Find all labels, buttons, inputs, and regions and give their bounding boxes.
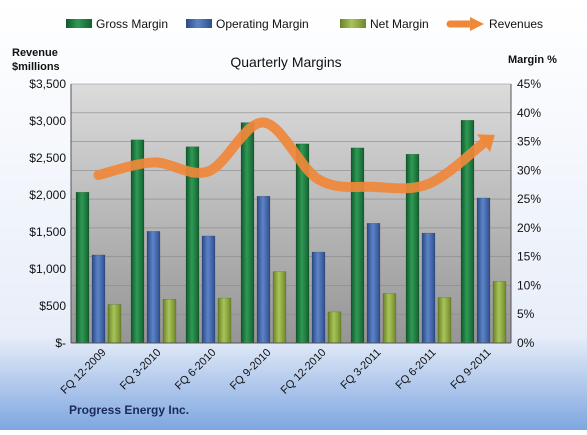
operating-margin-bar [202,236,215,343]
right-tick-label: 25% [517,192,541,206]
operating-margin-bar [477,198,490,343]
operating-margin-bar [147,231,160,343]
net-margin-bar [218,298,231,343]
operating-margin-bar [257,196,270,343]
right-tick-label: 30% [517,163,541,177]
legend-swatch-net-margin [340,19,366,28]
right-tick-label: 35% [517,135,541,149]
operating-margin-bar [367,223,380,343]
legend-swatch-gross-margin [66,19,92,28]
operating-margin-bar [422,233,435,343]
right-tick-label: 10% [517,278,541,292]
legend-swatch-operating-margin [186,19,212,28]
gross-margin-bar [76,192,89,343]
right-tick-label: 5% [517,307,535,321]
net-margin-bar [328,312,341,343]
right-tick-label: 15% [517,250,541,264]
right-tick-label: 20% [517,221,541,235]
gross-margin-bar [241,123,254,343]
net-margin-bar [438,298,451,343]
footer-company: Progress Energy Inc. [69,403,189,417]
left-tick-label: $3,000 [29,114,66,128]
legend-label-revenues: Revenues [489,17,543,31]
legend: Gross Margin Operating Margin Net Margin… [66,17,543,31]
right-tick-label: 40% [517,106,541,120]
legend-label-net-margin: Net Margin [370,17,429,31]
legend-label-operating-margin: Operating Margin [216,17,309,31]
right-axis-label: Margin % [508,54,557,66]
right-tick-label: 45% [517,77,541,91]
left-tick-label: $2,000 [29,188,66,202]
operating-margin-bar [312,252,325,343]
left-tick-label: $500 [39,299,66,313]
left-tick-label: $2,500 [29,151,66,165]
chart-title: Quarterly Margins [230,54,341,70]
left-tick-label: $- [55,336,66,350]
left-axis-label-line1: Revenue [12,47,58,59]
left-tick-label: $1,000 [29,262,66,276]
net-margin-bar [493,281,506,343]
net-margin-bar [273,272,286,343]
net-margin-bar [163,299,176,343]
right-tick-label: 0% [517,336,535,350]
net-margin-bar [383,294,396,343]
left-axis-label-line2: $millions [12,61,60,73]
gross-margin-bar [351,148,364,343]
left-tick-label: $1,500 [29,225,66,239]
left-tick-label: $3,500 [29,77,66,91]
operating-margin-bar [92,255,105,343]
net-margin-bar [108,304,121,343]
legend-label-gross-margin: Gross Margin [96,17,168,31]
